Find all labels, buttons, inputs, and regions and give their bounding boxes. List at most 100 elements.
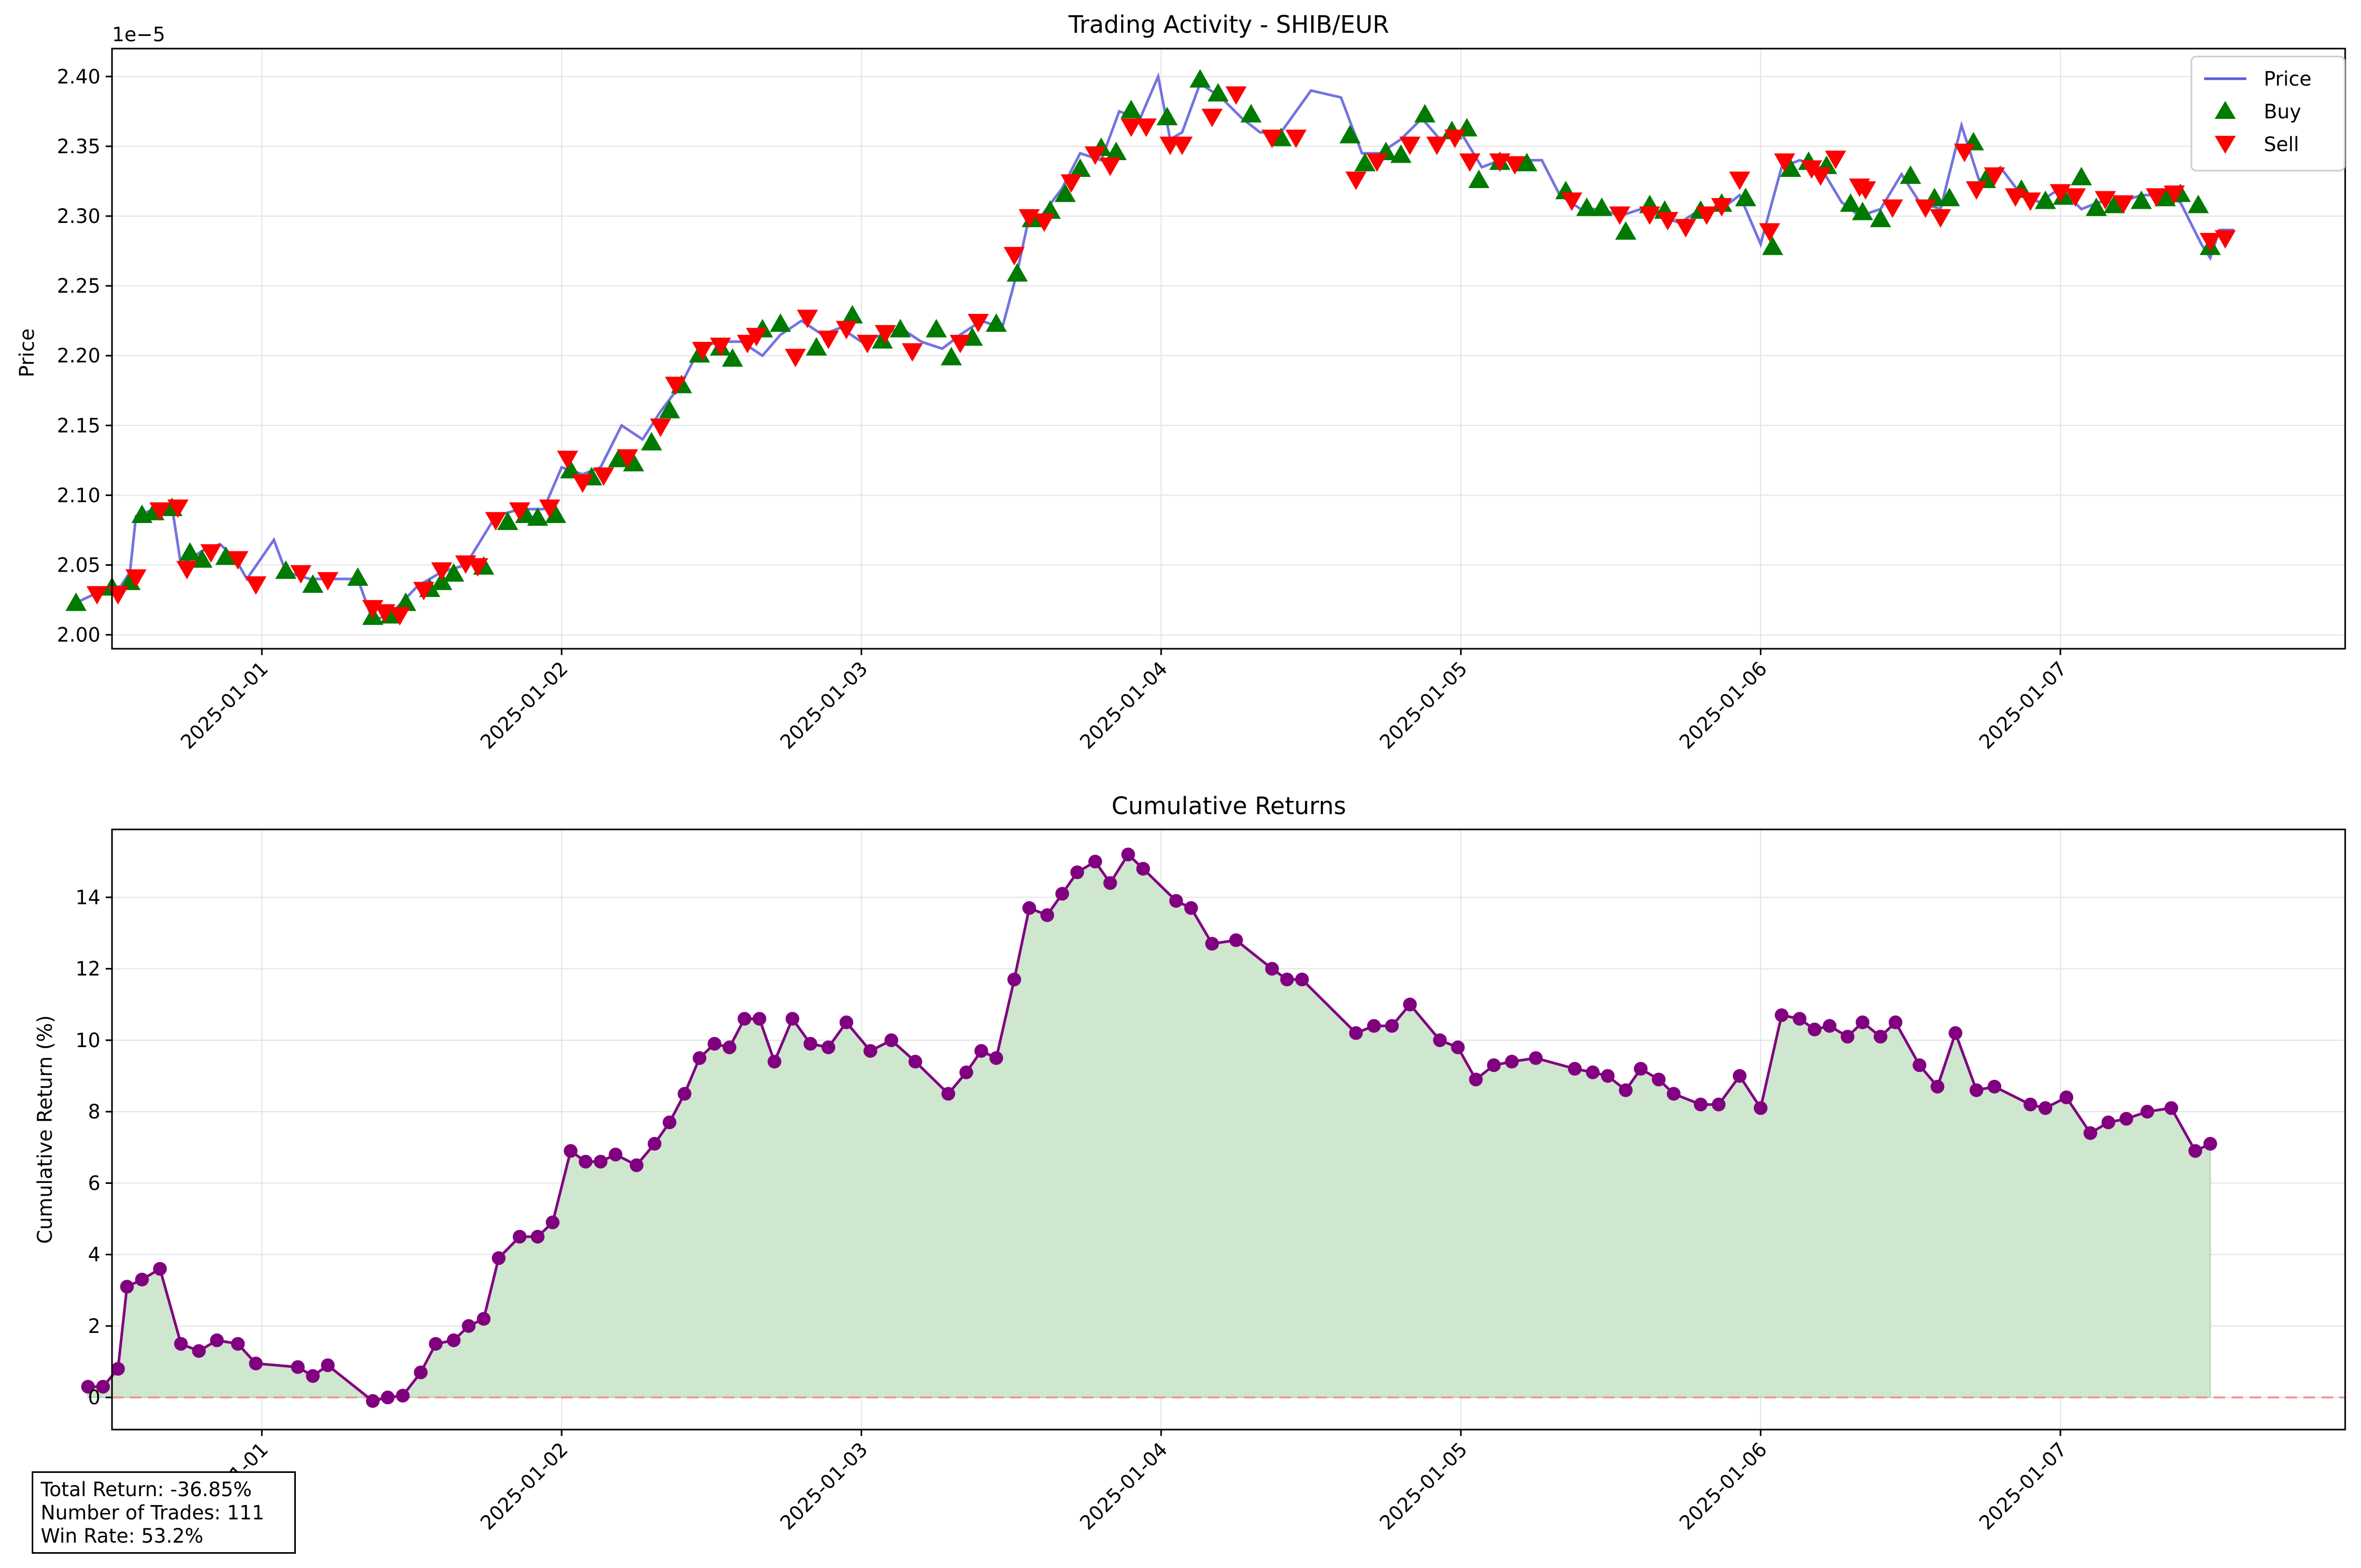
returns-point (1055, 886, 1069, 901)
sell-marker (1561, 192, 1583, 211)
sell-marker (1810, 167, 1832, 186)
returns-points (81, 847, 2217, 1408)
returns-point (120, 1280, 134, 1294)
returns-point (249, 1356, 263, 1370)
buy-marker (347, 567, 369, 586)
returns-xtick-label: 2025-01-05 (1375, 1438, 1471, 1534)
sell-marker (856, 334, 878, 353)
sell-marker (86, 586, 108, 605)
sell-marker (2095, 191, 2116, 210)
returns-point (1987, 1079, 2002, 1094)
price-xtick-label: 2025-01-02 (476, 657, 572, 753)
sell-marker (949, 334, 971, 353)
buy-marker (1069, 158, 1091, 177)
returns-point (662, 1115, 677, 1130)
buy-markers (65, 69, 2221, 625)
sell-marker (1444, 129, 1466, 148)
returns-point (366, 1394, 380, 1408)
sell-marker (2020, 192, 2041, 211)
returns-point (396, 1388, 410, 1403)
buy-marker (1354, 153, 1376, 172)
sell-marker (413, 582, 435, 601)
price-chart-title: Trading Activity - SHIB/EUR (1068, 11, 1389, 39)
price-xtick-label: 2025-01-06 (1675, 657, 1771, 753)
buy-marker (2070, 166, 2092, 185)
returns-point (804, 1037, 818, 1051)
returns-point (989, 1051, 1003, 1065)
returns-point (1367, 1019, 1381, 1033)
stats-box: Total Return: -36.85% Number of Trades: … (32, 1471, 296, 1554)
price-series (72, 72, 2235, 623)
buy-marker (872, 330, 893, 349)
buy-marker (191, 549, 213, 568)
returns-point (1619, 1083, 1633, 1097)
returns-point (1855, 1015, 1870, 1030)
legend-buy-label: Buy (2264, 100, 2301, 123)
returns-point (629, 1158, 643, 1172)
returns-point (1469, 1072, 1483, 1087)
sell-marker (1759, 223, 1780, 242)
returns-point (1403, 997, 1417, 1012)
sell-marker (317, 572, 339, 591)
returns-point (1873, 1030, 1888, 1044)
returns-point (1280, 973, 1294, 986)
returns-point (1753, 1101, 1768, 1115)
sell-marker (593, 467, 614, 486)
returns-point (767, 1054, 781, 1069)
returns-ytick-label: 8 (88, 1100, 100, 1123)
returns-point (153, 1262, 167, 1276)
price-ytick-label: 2.10 (57, 484, 100, 507)
returns-point (1487, 1058, 1501, 1072)
returns-chart-ylabel: Cumulative Return (%) (33, 1015, 57, 1244)
stat-total-return: Total Return: -36.85% (41, 1478, 252, 1501)
returns-point (192, 1344, 206, 1358)
buy-marker (179, 542, 201, 561)
buy-marker (940, 347, 962, 366)
sell-marker (874, 325, 896, 344)
buy-marker (1006, 263, 1028, 282)
sell-marker (1825, 151, 1846, 170)
buy-marker (1591, 197, 1612, 216)
returns-point (1136, 862, 1150, 876)
sell-marker (650, 418, 671, 437)
returns-point (321, 1358, 335, 1373)
returns-point (738, 1012, 752, 1026)
returns-point (2140, 1105, 2154, 1119)
returns-point (2023, 1097, 2038, 1112)
buy-marker (659, 399, 680, 418)
buy-marker (985, 313, 1007, 332)
sell-marker (665, 377, 686, 396)
returns-point (1651, 1072, 1666, 1087)
returns-point (578, 1154, 593, 1169)
sell-marker (1171, 136, 1193, 155)
returns-point (1505, 1054, 1519, 1069)
buy-marker (1121, 99, 1142, 118)
legend-sell-marker (2215, 136, 2236, 154)
sell-marker (167, 499, 189, 518)
sell-marker (374, 604, 396, 623)
buy-marker (65, 592, 87, 611)
returns-point (1349, 1026, 1363, 1040)
sell-marker (509, 502, 530, 521)
buy-marker (215, 546, 237, 565)
returns-point (1694, 1097, 1708, 1112)
returns-point (2059, 1090, 2074, 1105)
price-xtick-label: 2025-01-05 (1375, 657, 1471, 753)
sell-marker (2163, 185, 2185, 204)
returns-point (1667, 1087, 1681, 1101)
returns-point (564, 1144, 578, 1158)
returns-area (87, 853, 2211, 1402)
returns-point (477, 1312, 491, 1326)
buy-marker (1156, 107, 1178, 126)
returns-point (707, 1037, 722, 1051)
buy-marker (2035, 190, 2056, 209)
returns-point (2164, 1101, 2178, 1115)
sell-marker (1399, 136, 1421, 155)
returns-ytick-label: 12 (76, 958, 100, 981)
returns-xtick-label: 2025-01-02 (476, 1438, 572, 1534)
returns-ytick-label: 6 (88, 1172, 100, 1194)
returns-point (1070, 865, 1084, 880)
price-ytick-label: 2.05 (57, 554, 100, 576)
returns-point (1103, 876, 1117, 890)
price-xtick-label: 2025-01-07 (1975, 657, 2071, 753)
